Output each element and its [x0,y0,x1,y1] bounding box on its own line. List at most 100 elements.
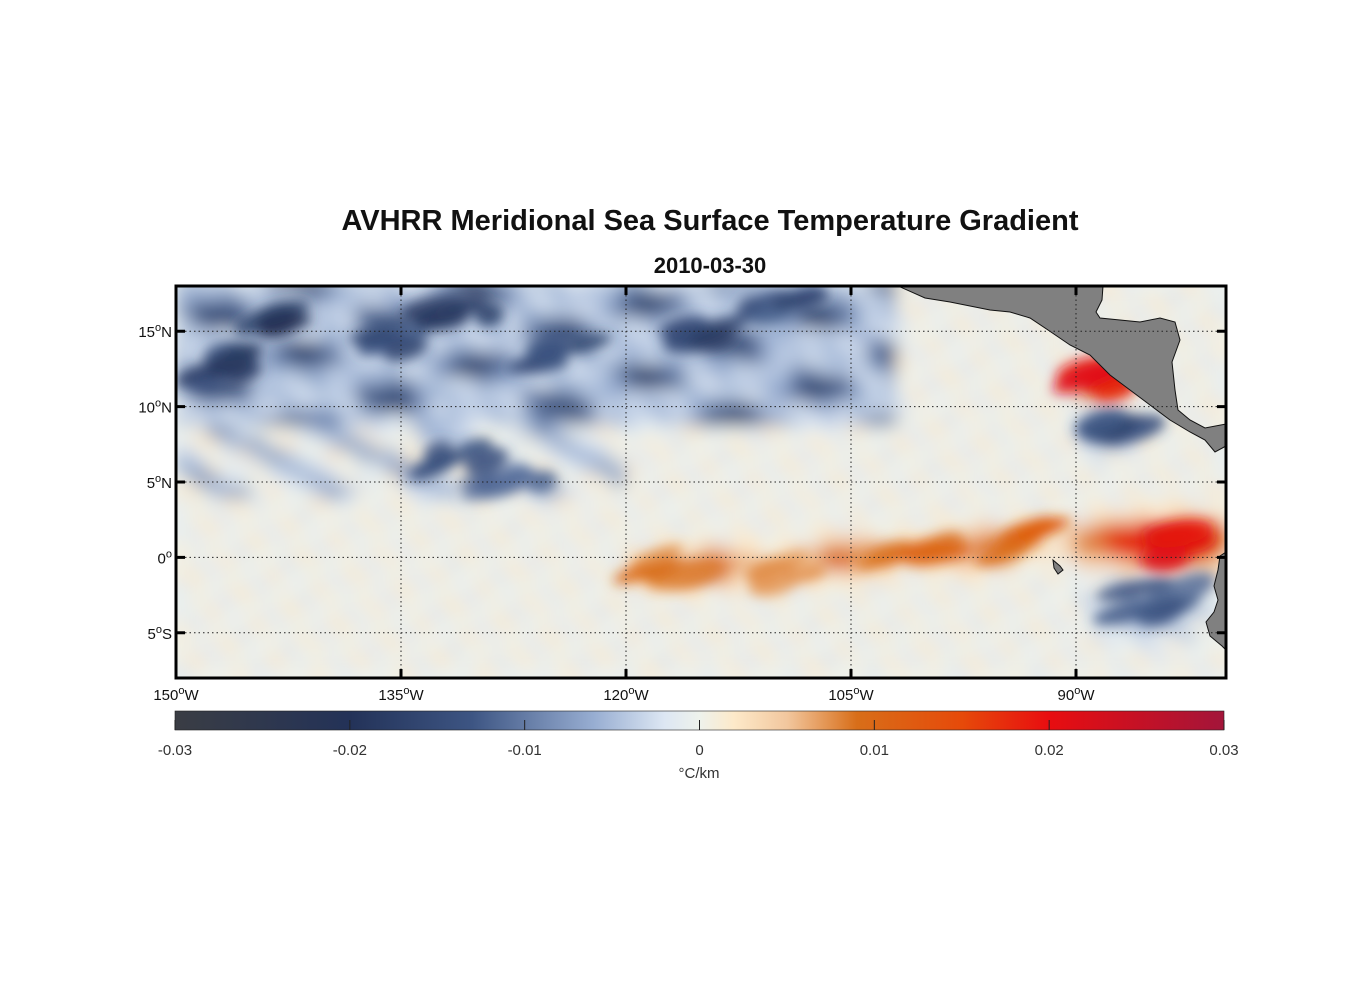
field-cell [911,569,927,583]
field-cell [836,497,852,510]
field-cell [611,545,627,558]
field-cell [851,629,867,643]
field-cell [851,521,867,534]
field-cell [611,292,627,305]
field-cell [236,665,252,678]
field-cell [176,509,192,522]
field-cell [386,292,402,305]
field-cell [896,521,912,534]
field-cell [176,448,192,462]
field-cell [191,641,207,655]
field-cell [446,581,462,595]
field-cell [1001,473,1017,486]
field-cell [791,364,807,378]
field-cell [596,364,612,378]
field-cell [311,485,327,498]
field-cell [506,316,522,329]
field-cell [341,533,357,546]
field-cell [641,593,657,607]
field-cell [761,436,777,450]
field-cell [1016,388,1032,402]
field-cell [251,400,267,414]
field-cell [881,448,897,462]
field-cell [851,605,867,619]
field-cell [1196,400,1212,414]
field-cell [1151,448,1167,462]
field-cell [1061,545,1077,558]
field-cell [251,593,267,607]
field-cell [371,617,387,631]
field-cell [371,545,387,558]
field-cell [326,316,342,329]
field-cell [566,581,582,595]
field-cell [1016,316,1032,329]
field-cell [806,641,822,655]
field-cell [611,473,627,486]
field-cell [911,641,927,655]
field-cell [731,448,747,462]
field-cell [281,497,297,510]
field-cell [896,412,912,426]
field-cell [956,448,972,462]
field-cell [581,352,597,365]
field-cell [866,509,882,522]
field-cell [296,521,312,534]
field-cell [686,424,702,438]
field-cell [1076,533,1092,546]
field-cell [1001,412,1017,426]
field-cell [641,509,657,522]
field-cell [626,412,642,426]
field-cell [386,376,402,390]
field-cell [386,400,402,414]
field-cell [716,448,732,462]
field-cell [941,497,957,510]
field-cell [536,533,552,546]
field-cell [1016,569,1032,583]
field-cell [521,629,537,643]
field-cell [791,497,807,510]
field-cell [1151,509,1167,522]
field-cell [626,617,642,631]
field-cell [221,617,237,631]
field-cell [446,400,462,414]
field-cell [296,340,312,353]
field-cell [806,436,822,450]
field-cell [911,665,927,678]
field-cell [506,521,522,534]
field-cell [431,412,447,426]
field-cell [521,605,537,619]
field-cell [941,448,957,462]
field-cell [641,485,657,498]
field-cell [536,448,552,462]
field-cell [296,617,312,631]
field-cell [581,448,597,462]
field-cell [221,569,237,583]
field-cell [1016,448,1032,462]
field-cell [1196,557,1212,571]
field-cell [701,286,717,293]
field-cell [836,629,852,643]
field-cell [206,533,222,546]
field-cell [446,364,462,378]
field-cell [1091,521,1107,534]
field-cell [941,340,957,353]
field-cell [791,388,807,402]
field-cell [761,473,777,486]
field-cell [986,436,1002,450]
field-cell [476,352,492,365]
field-cell [401,665,417,678]
field-cell [956,593,972,607]
field-cell [221,316,237,329]
field-cell [926,497,942,510]
field-cell [731,388,747,402]
field-cell [236,424,252,438]
field-cell [896,364,912,378]
field-cell [326,364,342,378]
field-cell [251,412,267,426]
field-cell [836,557,852,571]
field-cell [701,605,717,619]
field-cell [221,424,237,438]
land-central-america [897,286,1226,453]
field-cell [1136,304,1152,317]
field-cell [476,412,492,426]
